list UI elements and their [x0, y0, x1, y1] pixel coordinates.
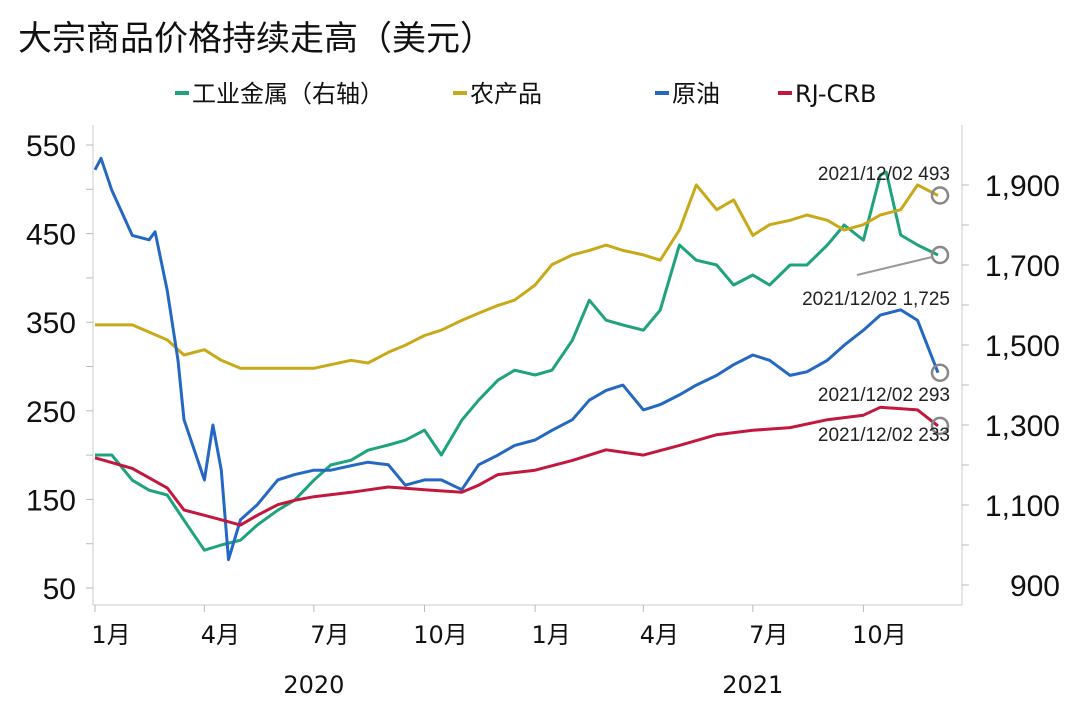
legend: 工业金属（右轴） 农产品 原油 RJ-CRB: [175, 80, 876, 108]
series-lines: [93, 156, 940, 562]
legend-swatch: [175, 91, 189, 95]
year-label: 2021: [722, 671, 783, 699]
legend-label: RJ-CRB: [795, 80, 876, 108]
right-tick-label: 1,100: [985, 490, 1060, 523]
series-line: [93, 156, 940, 562]
left-tick-label: 550: [26, 130, 76, 163]
left-tick-label: 350: [26, 307, 76, 340]
annotation-label: 2021/12/02 233: [818, 425, 950, 446]
annotation-marker: [930, 363, 950, 382]
x-tick-label: 1月: [91, 621, 130, 649]
x-tick-label: 10月: [413, 621, 468, 649]
legend-label: 原油: [672, 80, 720, 108]
x-tick-label: 7月: [310, 621, 349, 649]
year-label: 2020: [283, 671, 344, 699]
chart-title: 大宗商品价格持续走高（美元）: [18, 19, 494, 59]
x-tick-label: 4月: [201, 621, 240, 649]
legend-swatch: [655, 91, 669, 95]
annotations: 2021/12/02 493 2021/12/02 1,725 2021/12/02…: [802, 164, 950, 446]
x-tick-label: 7月: [749, 621, 788, 649]
right-tick-label: 900: [1010, 570, 1060, 603]
left-tick-label: 150: [26, 484, 76, 517]
right-tick-label: 1,300: [985, 410, 1060, 443]
x-tick-label: 10月: [852, 621, 907, 649]
x-tick-label: 4月: [640, 621, 679, 649]
axes: 550 450 350 250 150 50 1,900 1,700 1,500 1,300 1,1…: [26, 125, 1060, 699]
series-line: [95, 183, 939, 370]
annotation-marker: [930, 186, 950, 205]
series-line: [94, 405, 939, 527]
annotation-marker: [930, 245, 950, 265]
left-tick-label: 250: [26, 396, 76, 429]
legend-label: 农产品: [470, 80, 542, 108]
left-tick-label: 450: [26, 219, 76, 252]
right-tick-label: 1,700: [985, 250, 1060, 283]
annotation-label: 2021/12/02 293: [818, 385, 950, 406]
series-line: [95, 170, 939, 552]
x-tick-label: 1月: [531, 621, 570, 649]
right-tick-label: 1,500: [985, 330, 1060, 363]
annotation-leader-line: [856, 256, 933, 276]
legend-swatch: [453, 91, 467, 95]
annotation-marker: [930, 416, 950, 436]
legend-swatch: [778, 91, 792, 95]
legend-label: 工业金属（右轴）: [192, 80, 384, 108]
annotation-label: 2021/12/02 1,725: [802, 289, 950, 310]
right-tick-label: 1,900: [985, 170, 1060, 203]
annotation-label: 2021/12/02 493: [818, 164, 950, 185]
left-tick-label: 50: [43, 573, 76, 606]
